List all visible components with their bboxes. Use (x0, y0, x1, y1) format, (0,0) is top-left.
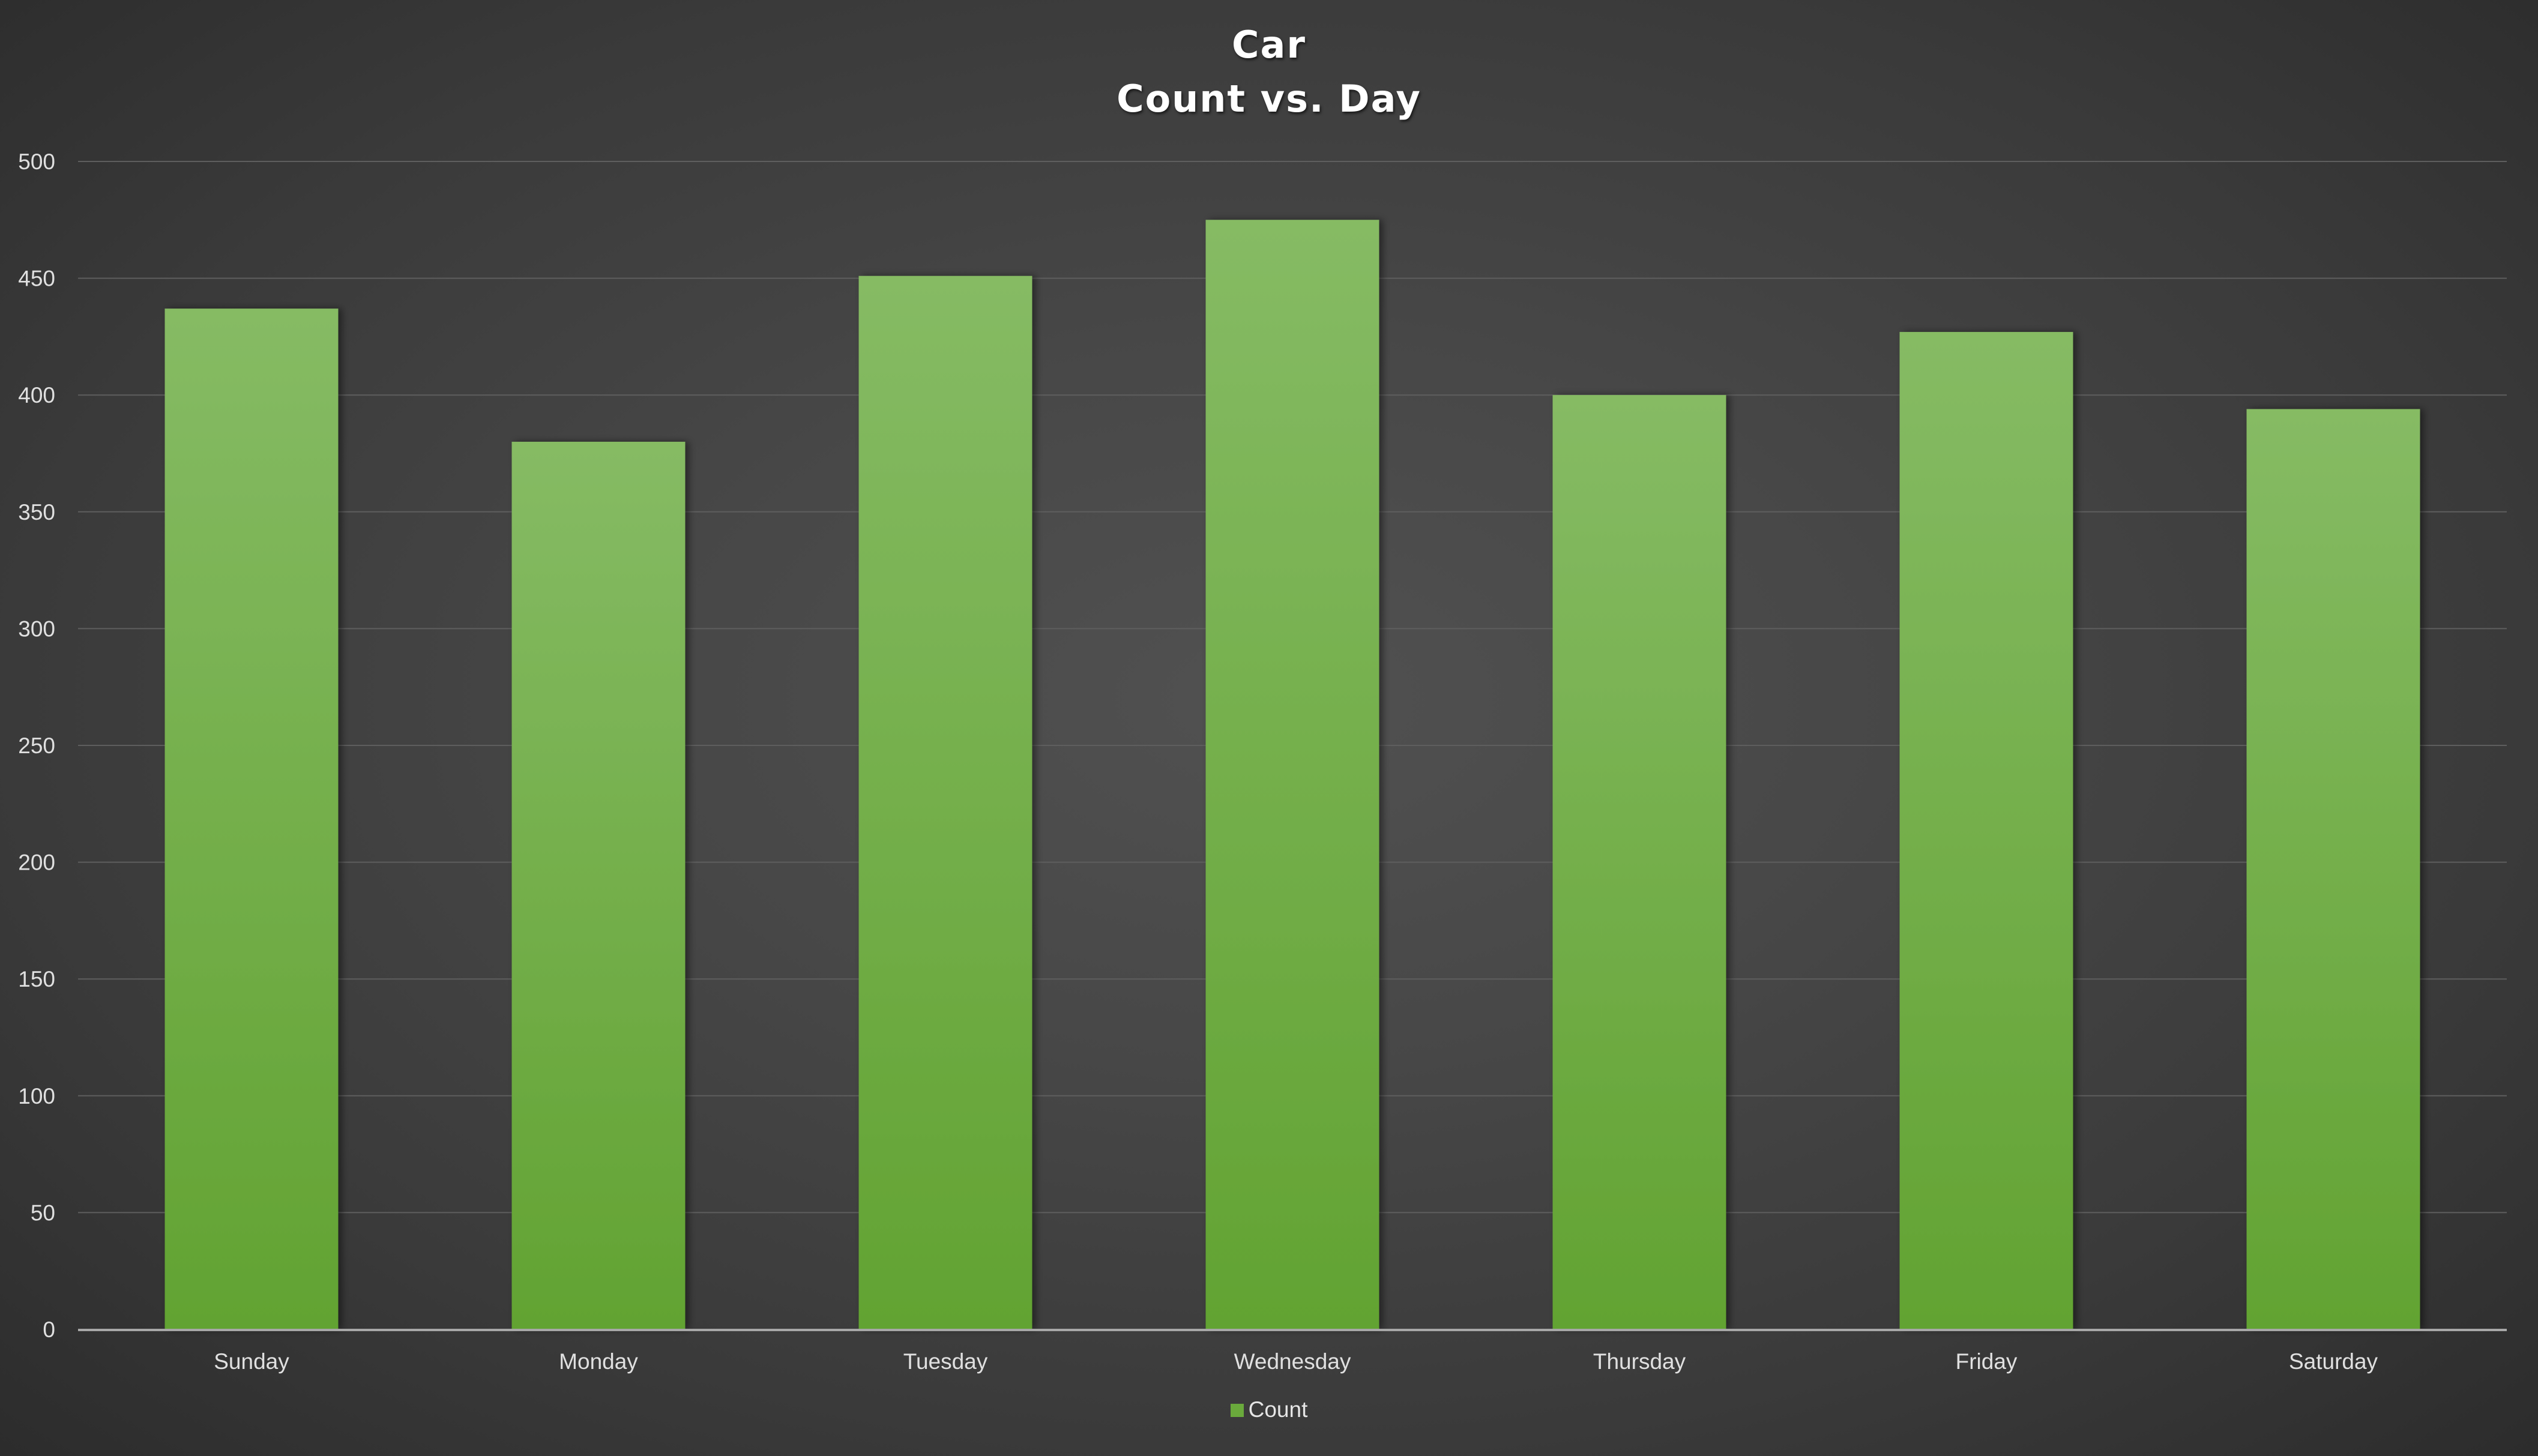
x-axis: Sunday Monday Tuesday Wednesday Thursday Frid… (78, 1329, 2507, 1374)
y-tick-label: 200 (18, 850, 55, 875)
bar-thursday (1552, 395, 1726, 1330)
bar-monday (511, 442, 686, 1329)
x-tick-label: Sunday (214, 1349, 289, 1374)
legend-swatch (1230, 1404, 1244, 1417)
chart-title: Car Count vs. Day (0, 18, 2538, 126)
y-tick-label: 50 (31, 1200, 55, 1225)
x-tick-label: Monday (559, 1349, 638, 1374)
y-tick-label: 250 (18, 733, 55, 758)
legend: Count (0, 1397, 2538, 1422)
x-tick-label: Tuesday (903, 1349, 988, 1374)
x-tick-label: Thursday (1593, 1349, 1686, 1374)
chart-title-line-2: Count vs. Day (1117, 77, 1421, 121)
y-tick-label: 300 (18, 616, 55, 641)
bar-friday (1899, 332, 2073, 1330)
y-tick-label: 150 (18, 967, 55, 991)
bar-wednesday (1205, 220, 1379, 1329)
x-tick-label: Wednesday (1234, 1349, 1351, 1374)
y-tick-label: 450 (18, 266, 55, 291)
bar-saturday (2246, 409, 2420, 1329)
y-axis: 0 50 100 150 200 250 300 350 400 450 500 (18, 149, 55, 1342)
bar-sunday (164, 308, 339, 1329)
x-tick-label: Saturday (2289, 1349, 2378, 1374)
x-tick-label: Friday (1956, 1349, 2018, 1374)
y-tick-label: 500 (18, 149, 55, 174)
y-tick-label: 100 (18, 1084, 55, 1109)
y-tick-label: 350 (18, 500, 55, 525)
y-tick-label: 0 (43, 1317, 55, 1342)
chart-title-line-1: Car (1232, 23, 1306, 67)
bar-tuesday (858, 275, 1032, 1329)
bars (164, 220, 2420, 1330)
y-tick-label: 400 (18, 383, 55, 408)
legend-label-count: Count (1248, 1397, 1308, 1422)
